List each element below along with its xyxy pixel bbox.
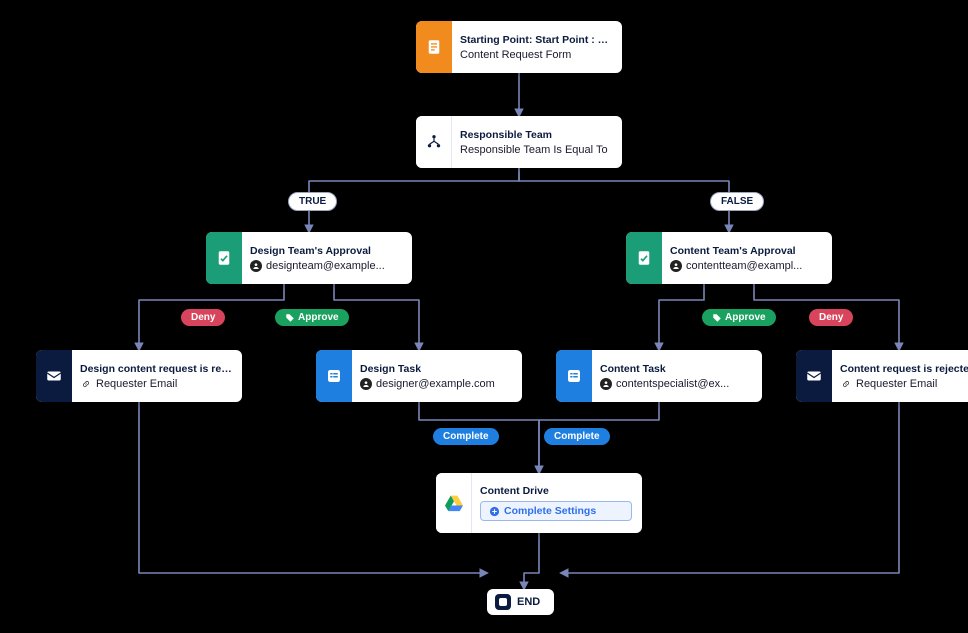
drive-icon <box>436 473 472 533</box>
node-subtitle: designteam@example... <box>250 260 402 272</box>
node-subtitle: Responsible Team Is Equal To <box>460 144 612 156</box>
tag-icon <box>712 313 722 323</box>
node-end[interactable]: END <box>487 589 554 615</box>
complete-settings-button[interactable]: Complete Settings <box>480 501 632 521</box>
node-title: Content Drive <box>480 485 632 497</box>
pill-deny-left: Deny <box>181 309 225 326</box>
node-title: Responsible Team <box>460 129 612 141</box>
mail-icon <box>796 350 832 402</box>
node-title: Design content request is rej... <box>80 363 232 375</box>
node-content-reject[interactable]: Content request is rejected. Requester E… <box>796 350 968 402</box>
document-icon <box>416 21 452 73</box>
node-subtitle: Requester Email <box>840 378 968 390</box>
pill-approve-right: Approve <box>702 309 776 326</box>
person-icon <box>360 378 372 390</box>
node-design-task[interactable]: Design Task designer@example.com <box>316 350 522 402</box>
tag-icon <box>285 313 295 323</box>
node-subtitle: Content Request Form <box>460 49 612 61</box>
person-icon <box>600 378 612 390</box>
node-content-drive[interactable]: Content Drive Complete Settings <box>436 473 642 533</box>
branch-icon <box>416 116 452 168</box>
pill-approve-left: Approve <box>275 309 349 326</box>
node-start[interactable]: Starting Point: Start Point : C... Conte… <box>416 21 622 73</box>
node-title: Design Team's Approval <box>250 245 402 257</box>
node-subtitle: designer@example.com <box>360 378 512 390</box>
node-title: Starting Point: Start Point : C... <box>460 34 612 46</box>
node-content-task[interactable]: Content Task contentspecialist@ex... <box>556 350 762 402</box>
node-title: Content Task <box>600 363 752 375</box>
workflow-canvas: Starting Point: Start Point : C... Conte… <box>0 0 968 633</box>
node-subtitle: contentteam@exampl... <box>670 260 822 272</box>
node-design-approval[interactable]: Design Team's Approval designteam@exampl… <box>206 232 412 284</box>
node-title: Content request is rejected. <box>840 363 968 375</box>
task-icon <box>316 350 352 402</box>
node-decision[interactable]: Responsible Team Responsible Team Is Equ… <box>416 116 622 168</box>
node-content-approval[interactable]: Content Team's Approval contentteam@exam… <box>626 232 832 284</box>
node-title: Design Task <box>360 363 512 375</box>
node-design-reject[interactable]: Design content request is rej... Request… <box>36 350 242 402</box>
task-icon <box>556 350 592 402</box>
person-icon <box>670 260 682 272</box>
pill-true: TRUE <box>288 192 337 211</box>
pill-deny-right: Deny <box>809 309 853 326</box>
link-icon <box>80 378 92 390</box>
stop-icon <box>495 594 511 610</box>
approval-icon <box>626 232 662 284</box>
approval-icon <box>206 232 242 284</box>
person-icon <box>250 260 262 272</box>
pill-false: FALSE <box>710 192 764 211</box>
node-title: Content Team's Approval <box>670 245 822 257</box>
node-subtitle: Requester Email <box>80 378 232 390</box>
node-subtitle: contentspecialist@ex... <box>600 378 752 390</box>
pill-complete-left: Complete <box>433 428 499 445</box>
end-label: END <box>517 596 540 608</box>
link-icon <box>840 378 852 390</box>
plus-circle-icon <box>489 506 500 517</box>
mail-icon <box>36 350 72 402</box>
pill-complete-right: Complete <box>544 428 610 445</box>
